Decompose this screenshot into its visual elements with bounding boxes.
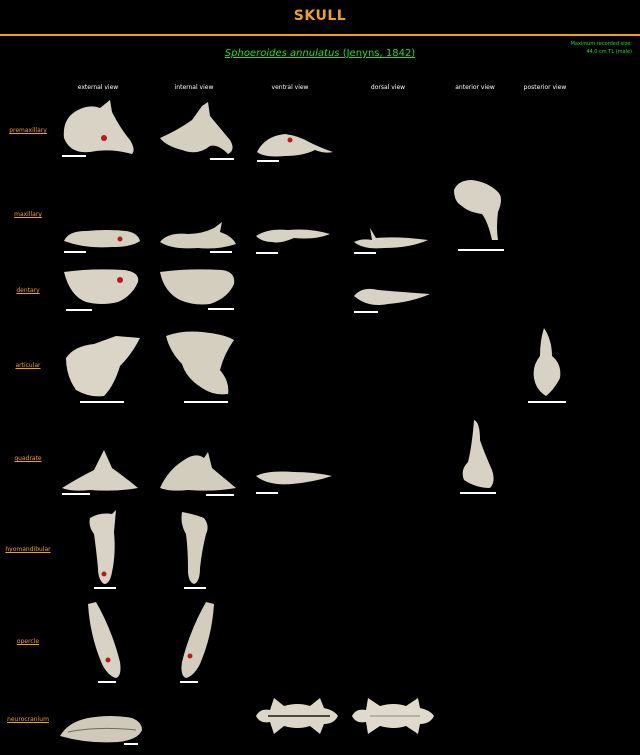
articular-internal-photo[interactable] [162,328,242,398]
col-ventral-view: ventral view [271,84,309,91]
scale-bar [180,681,198,683]
col-posterior-view: posterior view [523,84,567,91]
row-hyomandibular[interactable]: hyomandibular [5,546,51,553]
scale-bar [62,493,90,495]
max-size-value: 44.0 cm TL (male) [586,49,632,55]
max-size-note: Maximum recorded size: 44.0 cm TL (male) [571,40,632,56]
hyomandibular-external-photo[interactable] [86,510,126,586]
opercle-external-photo[interactable] [86,600,126,680]
page-title: SKULL [293,8,347,24]
neurocranium-dorsal-photo[interactable] [350,694,436,736]
scale-bar [62,155,86,157]
scale-bar [208,308,234,310]
row-quadrate[interactable]: quadrate [14,455,42,462]
row-premaxillary[interactable]: premaxillary [9,127,47,134]
scale-bar [94,587,116,589]
species-authority: (Jenyns, 1842) [342,48,416,59]
col-external-view: external view [77,84,119,91]
scale-bar [184,587,206,589]
species-link[interactable]: Sphoeroides annulatus (Jenyns, 1842) [0,48,640,59]
row-opercle[interactable]: opercle [16,638,40,645]
row-articular[interactable]: articular [15,362,41,369]
scale-bar [98,681,116,683]
hyomandibular-internal-photo[interactable] [176,510,216,586]
scale-bar [256,252,278,254]
scale-bar [206,494,234,496]
maxillary-ventral-photo[interactable] [254,224,334,248]
col-internal-view: internal view [174,84,214,91]
scale-bar [210,251,232,253]
quadrate-internal-photo[interactable] [158,448,238,492]
scale-bar [460,492,496,494]
maxillary-dorsal-photo[interactable] [352,226,432,250]
dentary-dorsal-photo[interactable] [352,284,432,310]
neurocranium-ventral-photo[interactable] [254,694,340,736]
row-dentary[interactable]: dentary [16,287,40,294]
quadrate-ventral-photo[interactable] [254,466,334,488]
neurocranium-external-photo[interactable] [58,712,144,746]
scale-bar [354,252,376,254]
scale-bar [124,743,138,745]
premaxillary-external-photo[interactable] [60,98,140,158]
maxillary-anterior-photo[interactable] [452,178,508,244]
col-anterior-view: anterior view [455,84,495,91]
scale-bar [458,249,504,251]
maxillary-internal-photo[interactable] [158,222,238,252]
quadrate-external-photo[interactable] [60,448,140,492]
species-name: Sphoeroides annulatus [224,48,340,59]
articular-external-photo[interactable] [64,334,144,400]
scale-bar [257,160,279,162]
row-maxillary[interactable]: maxillary [14,211,42,218]
scale-bar [528,401,566,403]
scale-bar [210,158,234,160]
premaxillary-internal-photo[interactable] [158,100,238,160]
scale-bar [80,401,124,403]
maxillary-external-photo[interactable] [62,225,142,251]
scale-bar [64,251,86,253]
scale-bar [66,309,92,311]
scale-bar [354,311,378,313]
articular-posterior-photo[interactable] [528,326,568,398]
dentary-internal-photo[interactable] [158,266,238,308]
quadrate-anterior-photo[interactable] [458,418,502,490]
dentary-external-photo[interactable] [62,266,142,308]
scale-bar [256,492,278,494]
scale-bar [184,401,228,403]
row-neurocranium[interactable]: neurocranium [7,716,49,723]
max-size-label: Maximum recorded size: [570,41,632,47]
opercle-internal-photo[interactable] [176,600,216,680]
title-divider [0,34,640,36]
col-dorsal-view: dorsal view [370,84,406,91]
premaxillary-ventral-photo[interactable] [255,132,335,160]
